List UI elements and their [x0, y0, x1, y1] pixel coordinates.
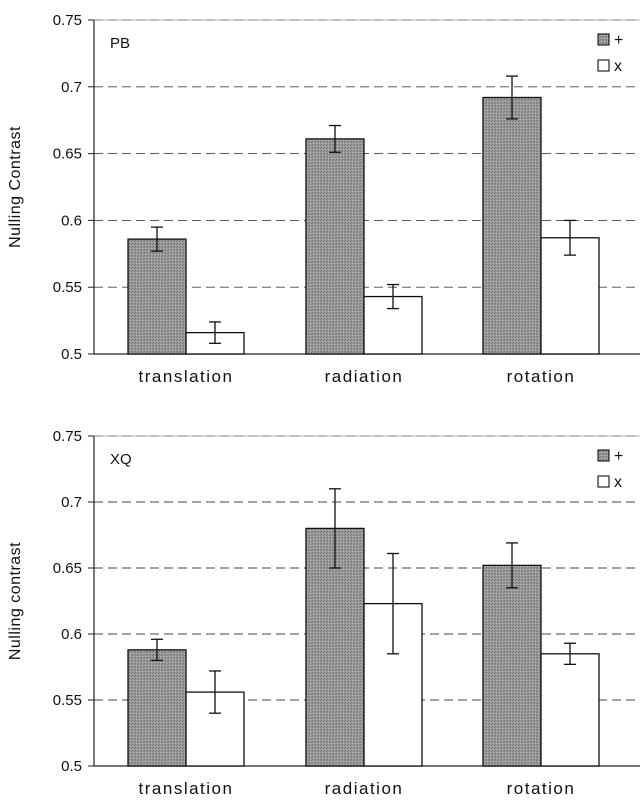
legend-label: +	[614, 32, 623, 49]
legend-label: x	[614, 474, 622, 491]
y-tick-label: 0.6	[61, 626, 82, 643]
bar-plus-rotation	[482, 564, 542, 767]
y-tick-label: 0.6	[61, 212, 82, 229]
legend-label: x	[614, 58, 622, 75]
bar-x-rotation	[540, 237, 600, 355]
legend: +x	[597, 32, 623, 75]
y-tick-label: 0.5	[61, 758, 82, 775]
x-category-label: rotation	[507, 367, 576, 386]
x-category-label: rotation	[507, 779, 576, 798]
panel-label: XQ	[110, 451, 132, 468]
y-tick-label: 0.55	[53, 692, 82, 709]
chart-panel-2: 0.5 0.55 0.6 0.65 0.7 0.75 translation radiatio…	[7, 428, 640, 798]
y-tick-label: 0.65	[53, 146, 82, 163]
legend-swatch-x	[597, 475, 610, 488]
x-category-label: radiation	[325, 779, 404, 798]
bar-plus-rotation	[482, 96, 542, 355]
y-tick-label: 0.55	[53, 279, 82, 296]
y-tick-label: 0.75	[53, 12, 82, 29]
legend-label: +	[614, 448, 623, 465]
bar-plus-translation	[127, 238, 187, 355]
legend-swatch-plus	[597, 449, 610, 462]
y-tick-label: 0.7	[61, 79, 82, 96]
chart-panel-1: 0.5 0.55 0.6 0.65 0.7 0.75 translation radiatio…	[7, 12, 640, 386]
panel-label: PB	[110, 35, 130, 52]
y-tick-label: 0.5	[61, 346, 82, 363]
legend-swatch-x	[597, 59, 610, 72]
legend: +x	[597, 448, 623, 491]
y-tick-label: 0.75	[53, 428, 82, 445]
x-category-label: translation	[139, 367, 234, 386]
bar-plus-radiation	[305, 138, 365, 355]
y-axis-title: Nulling contrast	[7, 542, 24, 660]
y-axis-title: Nulling Contrast	[7, 126, 24, 248]
x-category-label: radiation	[325, 367, 404, 386]
y-tick-label: 0.7	[61, 494, 82, 511]
bar-plus-translation	[127, 649, 187, 767]
legend-swatch-plus	[597, 33, 610, 46]
bar-x-rotation	[540, 653, 600, 767]
x-category-label: translation	[139, 779, 234, 798]
y-tick-label: 0.65	[53, 560, 82, 577]
